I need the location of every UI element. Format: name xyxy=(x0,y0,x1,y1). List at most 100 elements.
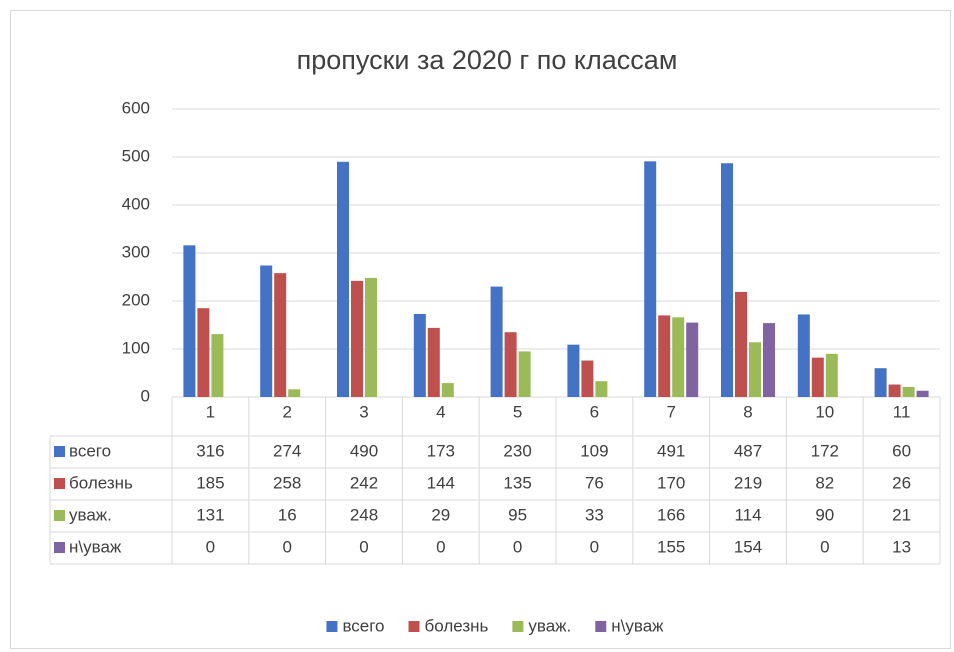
bar xyxy=(197,308,210,397)
x-tick-label: 5 xyxy=(513,402,522,421)
table-cell: 316 xyxy=(196,441,224,460)
bar xyxy=(260,265,273,397)
table-cell: 90 xyxy=(815,505,834,524)
bar xyxy=(504,332,517,397)
table-cell: 173 xyxy=(427,441,455,460)
y-tick-label: 400 xyxy=(122,194,150,213)
table-cell: 155 xyxy=(657,537,685,556)
table-cell: 154 xyxy=(734,537,762,556)
table-cell: 109 xyxy=(580,441,608,460)
bar xyxy=(567,344,580,397)
table-cell: 242 xyxy=(350,473,378,492)
legend-key xyxy=(408,621,420,632)
table-cell: 490 xyxy=(350,441,378,460)
legend-label: уваж. xyxy=(528,616,571,635)
y-tick-label: 300 xyxy=(122,242,150,261)
legend-key xyxy=(595,621,607,632)
table-legend-key xyxy=(54,446,65,457)
bar xyxy=(916,390,929,397)
table-cell: 60 xyxy=(892,441,911,460)
table-cell: 172 xyxy=(811,441,839,460)
bar xyxy=(581,360,594,397)
bar xyxy=(721,163,733,397)
bar xyxy=(211,334,224,397)
table-cell: 16 xyxy=(278,505,297,524)
table-legend-key xyxy=(54,478,65,489)
table-cell: 274 xyxy=(273,441,301,460)
bar xyxy=(595,381,608,397)
bar xyxy=(672,317,685,397)
bar xyxy=(825,353,838,397)
legend-label: всего xyxy=(342,616,384,635)
bar xyxy=(183,245,196,397)
y-tick-label: 0 xyxy=(141,386,150,405)
table-cell: 29 xyxy=(431,505,450,524)
table-cell: 95 xyxy=(508,505,527,524)
bar xyxy=(365,277,377,397)
bar xyxy=(518,351,531,397)
bar xyxy=(288,389,301,397)
bar xyxy=(763,323,775,397)
x-tick-label: 1 xyxy=(206,402,215,421)
x-tick-label: 6 xyxy=(590,402,599,421)
table-cell: 0 xyxy=(513,537,522,556)
bar xyxy=(686,322,699,397)
table-cell: 0 xyxy=(820,537,829,556)
bar xyxy=(644,161,657,397)
bar xyxy=(749,342,761,397)
bar xyxy=(902,386,915,397)
y-tick-label: 100 xyxy=(122,338,150,357)
bar xyxy=(274,273,287,397)
table-cell: 170 xyxy=(657,473,685,492)
table-cell: 76 xyxy=(585,473,604,492)
table-cell: 248 xyxy=(350,505,378,524)
table-cell: 33 xyxy=(585,505,604,524)
table-cell: 185 xyxy=(196,473,224,492)
bar xyxy=(351,280,363,397)
x-tick-label: 7 xyxy=(666,402,675,421)
table-cell: 487 xyxy=(734,441,762,460)
bar xyxy=(797,314,810,397)
table-row-label: н\уваж xyxy=(69,537,122,556)
table-cell: 0 xyxy=(436,537,445,556)
chart-border xyxy=(10,10,951,649)
table-cell: 258 xyxy=(273,473,301,492)
table-cell: 0 xyxy=(590,537,599,556)
table-row-label: уваж. xyxy=(69,505,112,524)
table-row-label: болезнь xyxy=(69,473,133,492)
table-cell: 0 xyxy=(282,537,291,556)
table-cell: 491 xyxy=(657,441,685,460)
table-cell: 144 xyxy=(427,473,455,492)
table-cell: 135 xyxy=(503,473,531,492)
table-cell: 219 xyxy=(734,473,762,492)
bar xyxy=(413,313,426,397)
bar xyxy=(735,291,747,397)
table-cell: 114 xyxy=(734,505,761,524)
x-tick-label: 4 xyxy=(436,402,445,421)
table-legend-key xyxy=(54,542,65,553)
legend-key xyxy=(512,621,524,632)
y-tick-label: 200 xyxy=(122,290,150,309)
bar xyxy=(888,384,901,397)
bar xyxy=(441,383,454,397)
x-tick-label: 2 xyxy=(282,402,291,421)
y-tick-label: 500 xyxy=(122,146,150,165)
table-row-label: всего xyxy=(69,441,111,460)
legend-label: н\уваж xyxy=(611,616,664,635)
bar xyxy=(874,368,887,397)
table-cell: 26 xyxy=(892,473,911,492)
legend-label: болезнь xyxy=(425,616,489,635)
bar xyxy=(490,286,503,397)
bar xyxy=(658,315,671,397)
table-cell: 166 xyxy=(657,505,685,524)
bar xyxy=(427,327,440,397)
table-cell: 21 xyxy=(892,505,911,524)
x-tick-label: 10 xyxy=(815,402,834,421)
chart-title: пропуски за 2020 г по классам xyxy=(297,45,678,75)
table-cell: 82 xyxy=(815,473,834,492)
y-tick-label: 600 xyxy=(122,98,150,117)
bar xyxy=(337,161,349,397)
table-legend-key xyxy=(54,510,65,521)
table-cell: 0 xyxy=(206,537,215,556)
